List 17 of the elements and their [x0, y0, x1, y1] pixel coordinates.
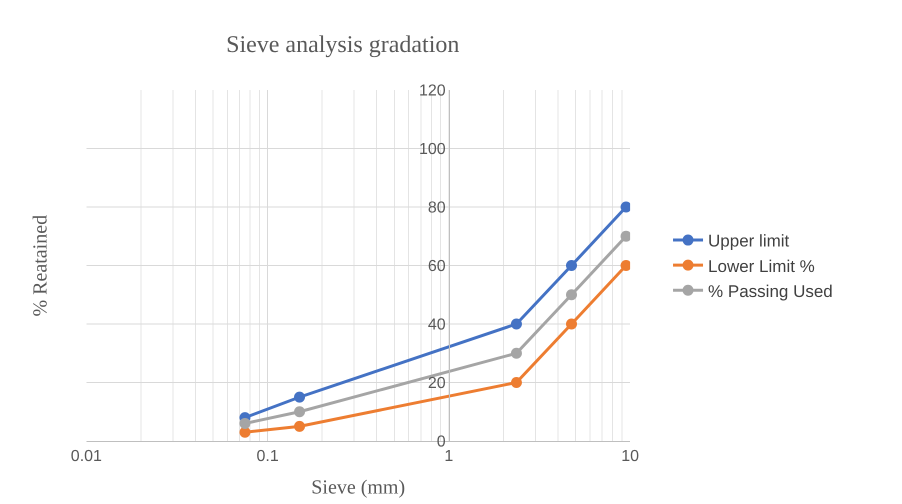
y-tick-label: 120 — [418, 82, 446, 100]
x-tick-label: 0.1 — [256, 448, 279, 466]
y-tick-label: 40 — [428, 316, 446, 334]
legend-label: Lower Limit % — [708, 256, 815, 276]
y-axis-title: % Reatained — [30, 214, 52, 316]
chart-title: Sieve analysis gradation — [226, 32, 460, 58]
y-tick-label: 20 — [428, 375, 446, 392]
legend-label: % Passing Used — [708, 282, 833, 301]
x-axis-title: Sieve (mm) — [311, 476, 406, 499]
x-tick-label: 10 — [621, 448, 640, 466]
y-tick-label: 80 — [428, 200, 446, 217]
x-tick-label: 1 — [444, 448, 454, 466]
x-tick-label: 0.01 — [70, 448, 102, 466]
y-tick-label: 100 — [418, 141, 446, 158]
y-tick-label: 0 — [436, 434, 446, 451]
y-tick-label: 60 — [428, 258, 446, 276]
legend-label: Upper limit — [708, 232, 790, 251]
